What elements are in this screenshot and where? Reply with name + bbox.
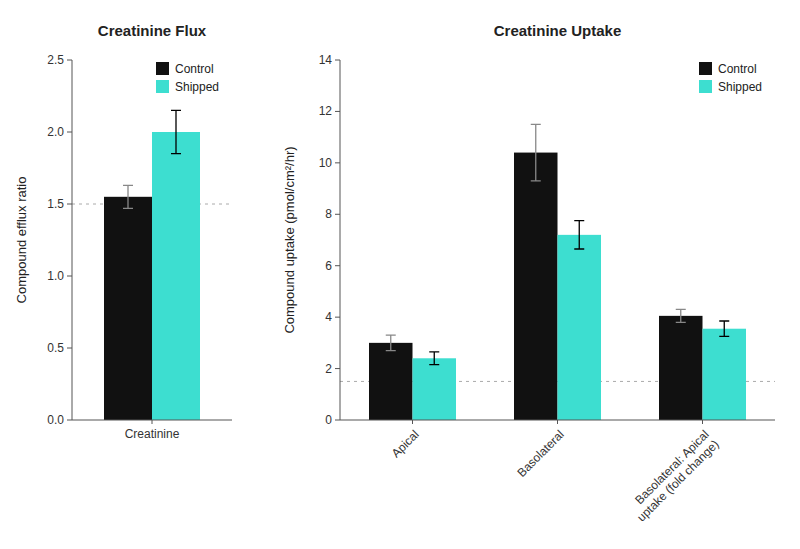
legend: Control Shipped — [156, 62, 219, 94]
y-tick-label: 2 — [325, 362, 332, 376]
legend-swatch — [156, 80, 169, 93]
bar — [514, 153, 558, 420]
y-tick — [335, 368, 340, 369]
bar — [413, 358, 457, 420]
chart-panel: Creatinine Flux 0.0 0.5 1.0 1.5 2.0 2.5 Compoun… — [14, 22, 232, 441]
y-tick — [67, 60, 72, 61]
x-tick-label: Basolateral: Apicaluptake (fold change) — [625, 427, 722, 524]
x-tick — [152, 420, 153, 424]
y-tick-label: 8 — [325, 207, 332, 221]
y-tick — [335, 317, 340, 318]
bar — [558, 235, 602, 420]
y-tick-label: 2.5 — [47, 53, 64, 67]
y-axis-line — [72, 60, 73, 420]
y-tick — [335, 420, 340, 421]
y-tick — [335, 162, 340, 163]
legend-label: Shipped — [718, 80, 762, 94]
x-tick — [557, 420, 558, 424]
y-tick — [67, 204, 72, 205]
legend-label: Shipped — [175, 80, 219, 94]
bar — [104, 197, 152, 420]
x-tick-label: Apical — [389, 427, 422, 460]
plot-marks — [72, 110, 232, 420]
x-tick-label-line: Apical — [389, 427, 422, 460]
legend-swatch — [699, 80, 712, 93]
y-tick-label: 6 — [325, 259, 332, 273]
bar — [659, 316, 703, 420]
error-bar — [574, 221, 584, 249]
chart-title: Creatinine Flux — [98, 22, 207, 39]
y-tick — [335, 60, 340, 61]
y-axis-label: Compound efflux ratio — [14, 177, 29, 304]
y-tick — [335, 214, 340, 215]
y-tick — [67, 276, 72, 277]
y-tick — [67, 420, 72, 421]
chart-canvas: Creatinine Flux 0.0 0.5 1.0 1.5 2.0 2.5 Compoun… — [0, 0, 800, 549]
chart-title: Creatinine Uptake — [494, 22, 622, 39]
y-tick-label: 0.0 — [47, 413, 64, 427]
y-tick-label: 0 — [325, 413, 332, 427]
y-tick — [335, 111, 340, 112]
y-tick — [67, 132, 72, 133]
y-axis-label: Compound uptake (pmol/cm²/hr) — [282, 146, 297, 333]
x-tick-label-line: Basolateral — [514, 427, 566, 479]
y-tick-label: 10 — [319, 156, 333, 170]
x-tick-label-line: uptake (fold change) — [634, 437, 721, 524]
bar — [369, 343, 413, 420]
y-tick-label: 1.0 — [47, 269, 64, 283]
y-tick-label: 12 — [319, 104, 333, 118]
y-tick — [335, 265, 340, 266]
error-bar — [531, 124, 541, 181]
legend-label: Control — [718, 62, 757, 76]
legend-label: Control — [175, 62, 214, 76]
y-tick-label: 1.5 — [47, 197, 64, 211]
y-tick-label: 0.5 — [47, 341, 64, 355]
y-tick-label: 4 — [325, 310, 332, 324]
legend-swatch — [156, 62, 169, 75]
plot-marks — [340, 124, 775, 420]
error-bar — [386, 335, 396, 350]
error-bar — [171, 110, 181, 153]
x-tick-label-line: Creatinine — [125, 427, 180, 441]
error-bar — [676, 309, 686, 322]
y-tick — [67, 348, 72, 349]
y-tick-label: 2.0 — [47, 125, 64, 139]
x-tick-label: Basolateral — [514, 427, 566, 479]
background — [0, 0, 800, 549]
error-bar — [429, 352, 439, 365]
x-tick-label: Creatinine — [125, 427, 180, 441]
bar — [703, 329, 747, 420]
x-tick — [702, 420, 703, 424]
x-tick — [412, 420, 413, 424]
y-tick-label: 14 — [319, 53, 333, 67]
chart-panel: Creatinine Uptake 0 2 4 6 8 10 12 14 Compound upt… — [282, 22, 775, 524]
error-bar — [719, 321, 729, 336]
y-axis-line — [340, 60, 341, 420]
legend: Control Shipped — [699, 62, 762, 94]
bar — [152, 132, 200, 420]
error-bar — [123, 185, 133, 208]
legend-swatch — [699, 62, 712, 75]
